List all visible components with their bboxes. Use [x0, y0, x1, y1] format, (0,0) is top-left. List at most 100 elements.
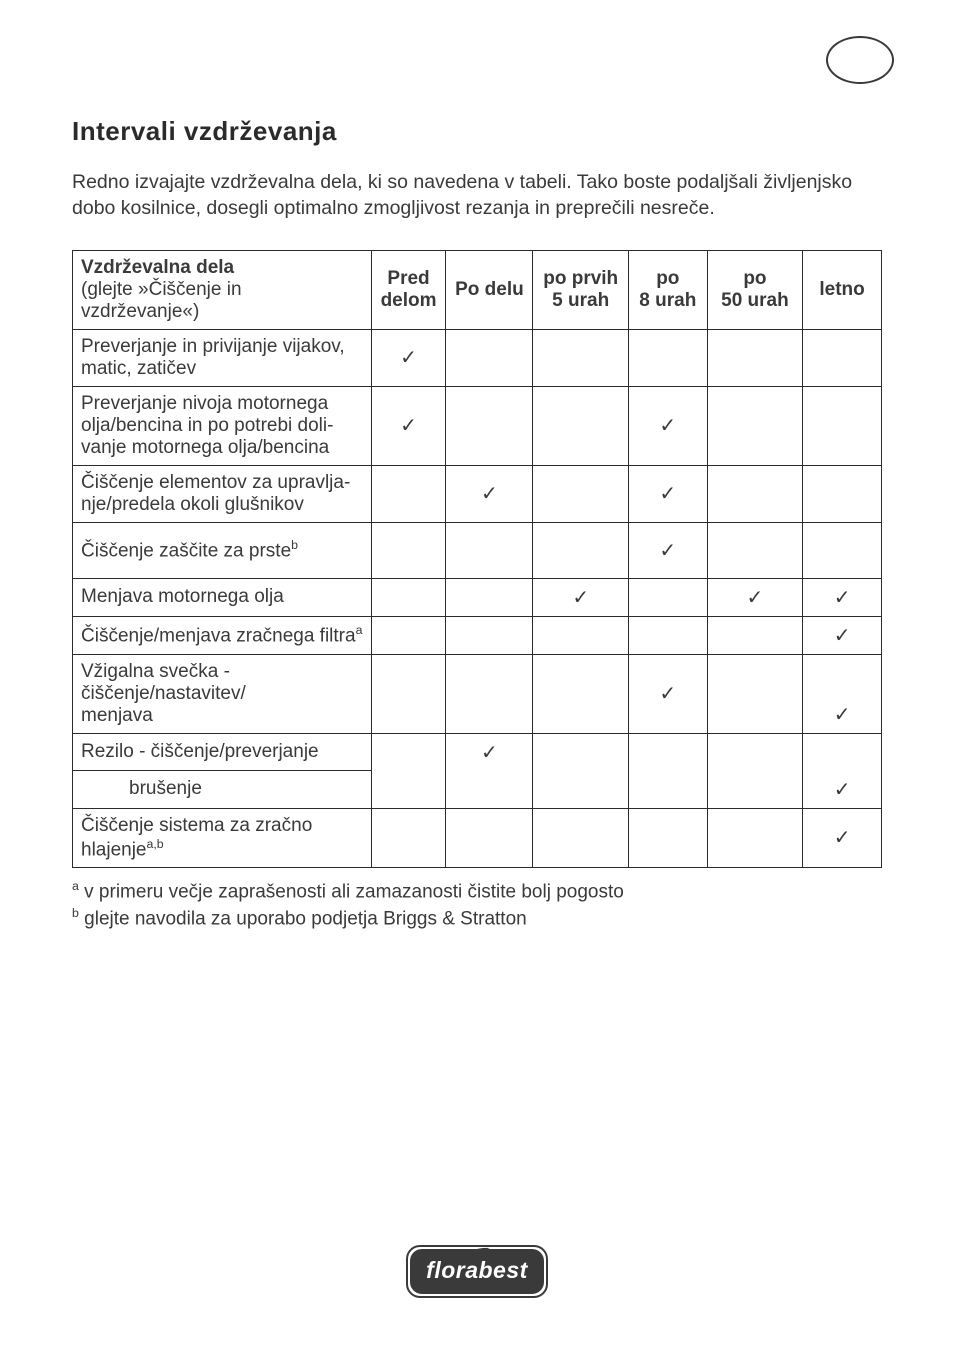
- check-cell: [533, 386, 628, 465]
- table-row: Čiščenje elementov za upravlja­nje/prede…: [73, 465, 882, 522]
- row-label: Čiščenje elementov za upravlja­nje/prede…: [73, 465, 372, 522]
- check-cell: [533, 733, 628, 771]
- check-cell: [446, 522, 533, 578]
- check-cell: [371, 733, 446, 771]
- check-cell: [533, 771, 628, 809]
- th-before-l1: Pred: [387, 268, 429, 289]
- check-cell: [371, 522, 446, 578]
- check-cell: [803, 329, 882, 386]
- check-cell: ✓: [803, 771, 882, 809]
- check-cell: ✓: [628, 654, 707, 733]
- check-cell: [628, 771, 707, 809]
- th-before: Pred delom: [371, 250, 446, 329]
- check-cell: [707, 386, 802, 465]
- th-tasks-line2: (glejte »Čiščenje in vzdrževanje«): [81, 279, 242, 322]
- check-cell: ✓: [371, 386, 446, 465]
- footnotes: a v primeru večje zaprašenosti ali zamaz…: [72, 878, 882, 932]
- table-row: Rezilo - čiščenje/preverjanje ✓: [73, 733, 882, 771]
- check-cell: [803, 386, 882, 465]
- check-cell: ✓: [628, 465, 707, 522]
- row-label: Preverjanje in privijanje vijakov, matic…: [73, 329, 372, 386]
- check-cell: ✓: [628, 386, 707, 465]
- corner-oval: [826, 36, 894, 84]
- check-cell: [371, 771, 446, 809]
- th-8h-l1: po: [656, 268, 679, 289]
- table-body: Preverjanje in privijanje vijakov, matic…: [73, 329, 882, 867]
- table-row: Čiščenje sistema za zračno hlajenjea,b✓: [73, 808, 882, 867]
- th-after: Po delu: [446, 250, 533, 329]
- check-cell: [707, 733, 802, 771]
- th-first5: po prvih 5 urah: [533, 250, 628, 329]
- check-cell: [446, 329, 533, 386]
- check-cell: ✓: [803, 654, 882, 733]
- florabest-logo: florabest: [410, 1249, 544, 1294]
- check-cell: ✓: [803, 578, 882, 616]
- check-cell: [707, 329, 802, 386]
- check-cell: [446, 578, 533, 616]
- check-cell: [803, 465, 882, 522]
- th-tasks: Vzdrževalna dela (glejte »Čiščenje in vz…: [73, 250, 372, 329]
- row-label: Rezilo - čiščenje/preverjanje: [73, 733, 372, 771]
- check-cell: [533, 465, 628, 522]
- check-cell: [707, 771, 802, 809]
- check-cell: ✓: [533, 578, 628, 616]
- logo-text: florabest: [426, 1257, 528, 1283]
- row-label: Čiščenje/menjava zračnega filtraa: [73, 616, 372, 654]
- check-cell: [533, 522, 628, 578]
- check-cell: [446, 386, 533, 465]
- check-cell: ✓: [803, 616, 882, 654]
- check-cell: [446, 808, 533, 867]
- check-cell: [446, 616, 533, 654]
- check-cell: [371, 808, 446, 867]
- check-cell: ✓: [803, 808, 882, 867]
- row-label: brušenje: [73, 771, 372, 809]
- page-content: Intervali vzdrževanja Redno izvajajte vz…: [0, 0, 954, 932]
- check-cell: [446, 654, 533, 733]
- check-cell: [533, 654, 628, 733]
- row-label: Vžigalna svečka -čiščenje/nastavitev/men…: [73, 654, 372, 733]
- check-cell: [707, 465, 802, 522]
- table-row: Preverjanje nivoja motornega olja/bencin…: [73, 386, 882, 465]
- logo-outline: florabest: [406, 1245, 548, 1298]
- table-row: Čiščenje zaščite za prsteb✓: [73, 522, 882, 578]
- row-label: Preverjanje nivoja motornega olja/bencin…: [73, 386, 372, 465]
- check-cell: [707, 808, 802, 867]
- th-50h-l1: po: [743, 268, 766, 289]
- table-row: Preverjanje in privijanje vijakov, matic…: [73, 329, 882, 386]
- check-cell: [803, 733, 882, 771]
- leaf-icon: [462, 1245, 492, 1259]
- table-header-row: Vzdrževalna dela (glejte »Čiščenje in vz…: [73, 250, 882, 329]
- check-cell: [628, 733, 707, 771]
- footnote-a: a v primeru večje zaprašenosti ali zamaz…: [72, 878, 882, 905]
- check-cell: [707, 654, 802, 733]
- check-cell: [803, 522, 882, 578]
- check-cell: [533, 616, 628, 654]
- check-cell: ✓: [446, 733, 533, 771]
- table-row: Menjava motornega olja✓✓✓: [73, 578, 882, 616]
- th-yearly-text: letno: [819, 279, 864, 300]
- logo-container: florabest: [0, 1245, 954, 1298]
- check-cell: [707, 616, 802, 654]
- th-first5-l1: po prvih: [543, 268, 618, 289]
- check-cell: [628, 616, 707, 654]
- check-cell: ✓: [371, 329, 446, 386]
- table-row: brušenje ✓: [73, 771, 882, 809]
- th-50h-l2: 50 urah: [721, 290, 789, 311]
- page-heading: Intervali vzdrževanja: [72, 116, 882, 147]
- check-cell: ✓: [707, 578, 802, 616]
- check-cell: [533, 329, 628, 386]
- th-first5-l2: 5 urah: [552, 290, 609, 311]
- footnote-b-text: glejte navodila za uporabo podjetja Brig…: [84, 908, 527, 929]
- footnote-b: b glejte navodila za uporabo podjetja Br…: [72, 905, 882, 932]
- check-cell: [628, 329, 707, 386]
- row-label: Menjava motornega olja: [73, 578, 372, 616]
- check-cell: [371, 654, 446, 733]
- th-50h: po 50 urah: [707, 250, 802, 329]
- check-cell: ✓: [446, 465, 533, 522]
- th-8h: po 8 urah: [628, 250, 707, 329]
- th-before-l2: delom: [381, 290, 437, 311]
- check-cell: [446, 771, 533, 809]
- th-after-text: Po delu: [455, 279, 524, 300]
- table-row: Čiščenje/menjava zračnega filtraa ✓: [73, 616, 882, 654]
- th-yearly: letno: [803, 250, 882, 329]
